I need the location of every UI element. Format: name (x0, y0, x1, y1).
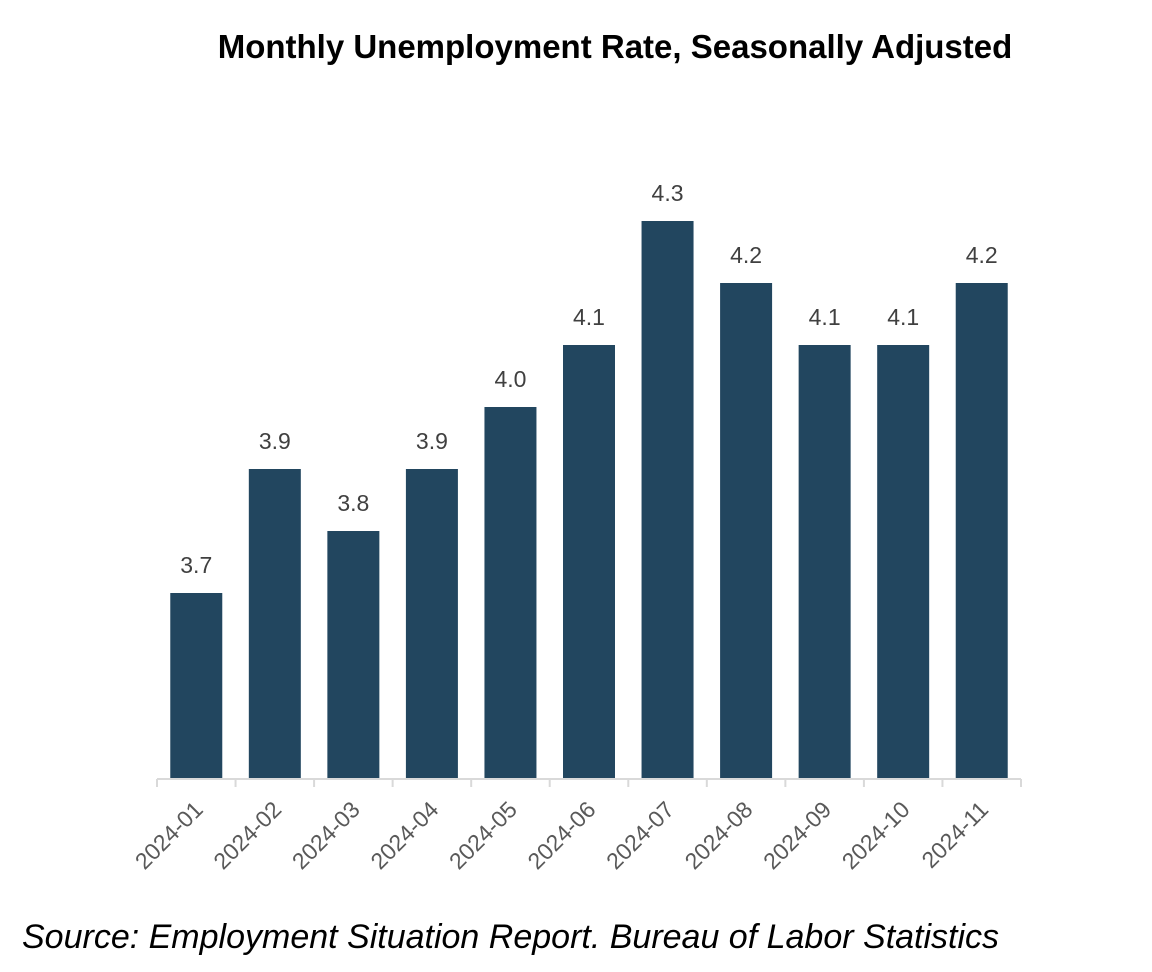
data-label: 3.8 (337, 490, 369, 516)
bar-2024-04 (405, 469, 458, 779)
source-note: Source: Employment Situation Report. Bur… (22, 918, 1000, 956)
bar-2024-03 (327, 531, 380, 779)
data-label: 3.7 (180, 552, 212, 578)
bar-2024-07 (641, 221, 694, 779)
x-tick-label: 2024-02 (208, 796, 286, 874)
bar-2024-11 (955, 283, 1008, 779)
bar-2024-06 (563, 345, 615, 779)
data-label: 4.1 (887, 304, 919, 330)
data-label: 4.0 (494, 366, 526, 392)
data-label: 4.1 (809, 304, 841, 330)
data-label: 4.2 (966, 242, 998, 268)
x-tick-label: 2024-04 (365, 796, 443, 874)
data-label: 4.2 (730, 242, 762, 268)
x-tick-label: 2024-07 (601, 796, 679, 874)
x-tick-label: 2024-09 (758, 796, 836, 874)
data-label: 3.9 (416, 428, 448, 454)
bar-2024-01 (170, 593, 223, 779)
x-tick-label: 2024-10 (837, 796, 915, 874)
x-tick-label: 2024-01 (130, 796, 208, 874)
bar-2024-10 (877, 345, 930, 779)
bar-2024-05 (484, 407, 537, 779)
chart-title: Monthly Unemployment Rate, Seasonally Ad… (217, 28, 1013, 65)
data-label: 4.1 (573, 304, 605, 330)
data-label: 3.9 (259, 428, 291, 454)
x-tick-label: 2024-05 (444, 796, 522, 874)
x-tick-label: 2024-06 (522, 796, 600, 874)
bar-2024-02 (248, 469, 301, 779)
x-tick-label: 2024-08 (680, 796, 758, 874)
bar-2024-09 (798, 345, 851, 779)
x-tick-label: 2024-03 (287, 796, 365, 874)
bar-2024-08 (720, 283, 773, 779)
x-tick-label: 2024-11 (916, 796, 993, 873)
data-label: 4.3 (652, 180, 684, 206)
